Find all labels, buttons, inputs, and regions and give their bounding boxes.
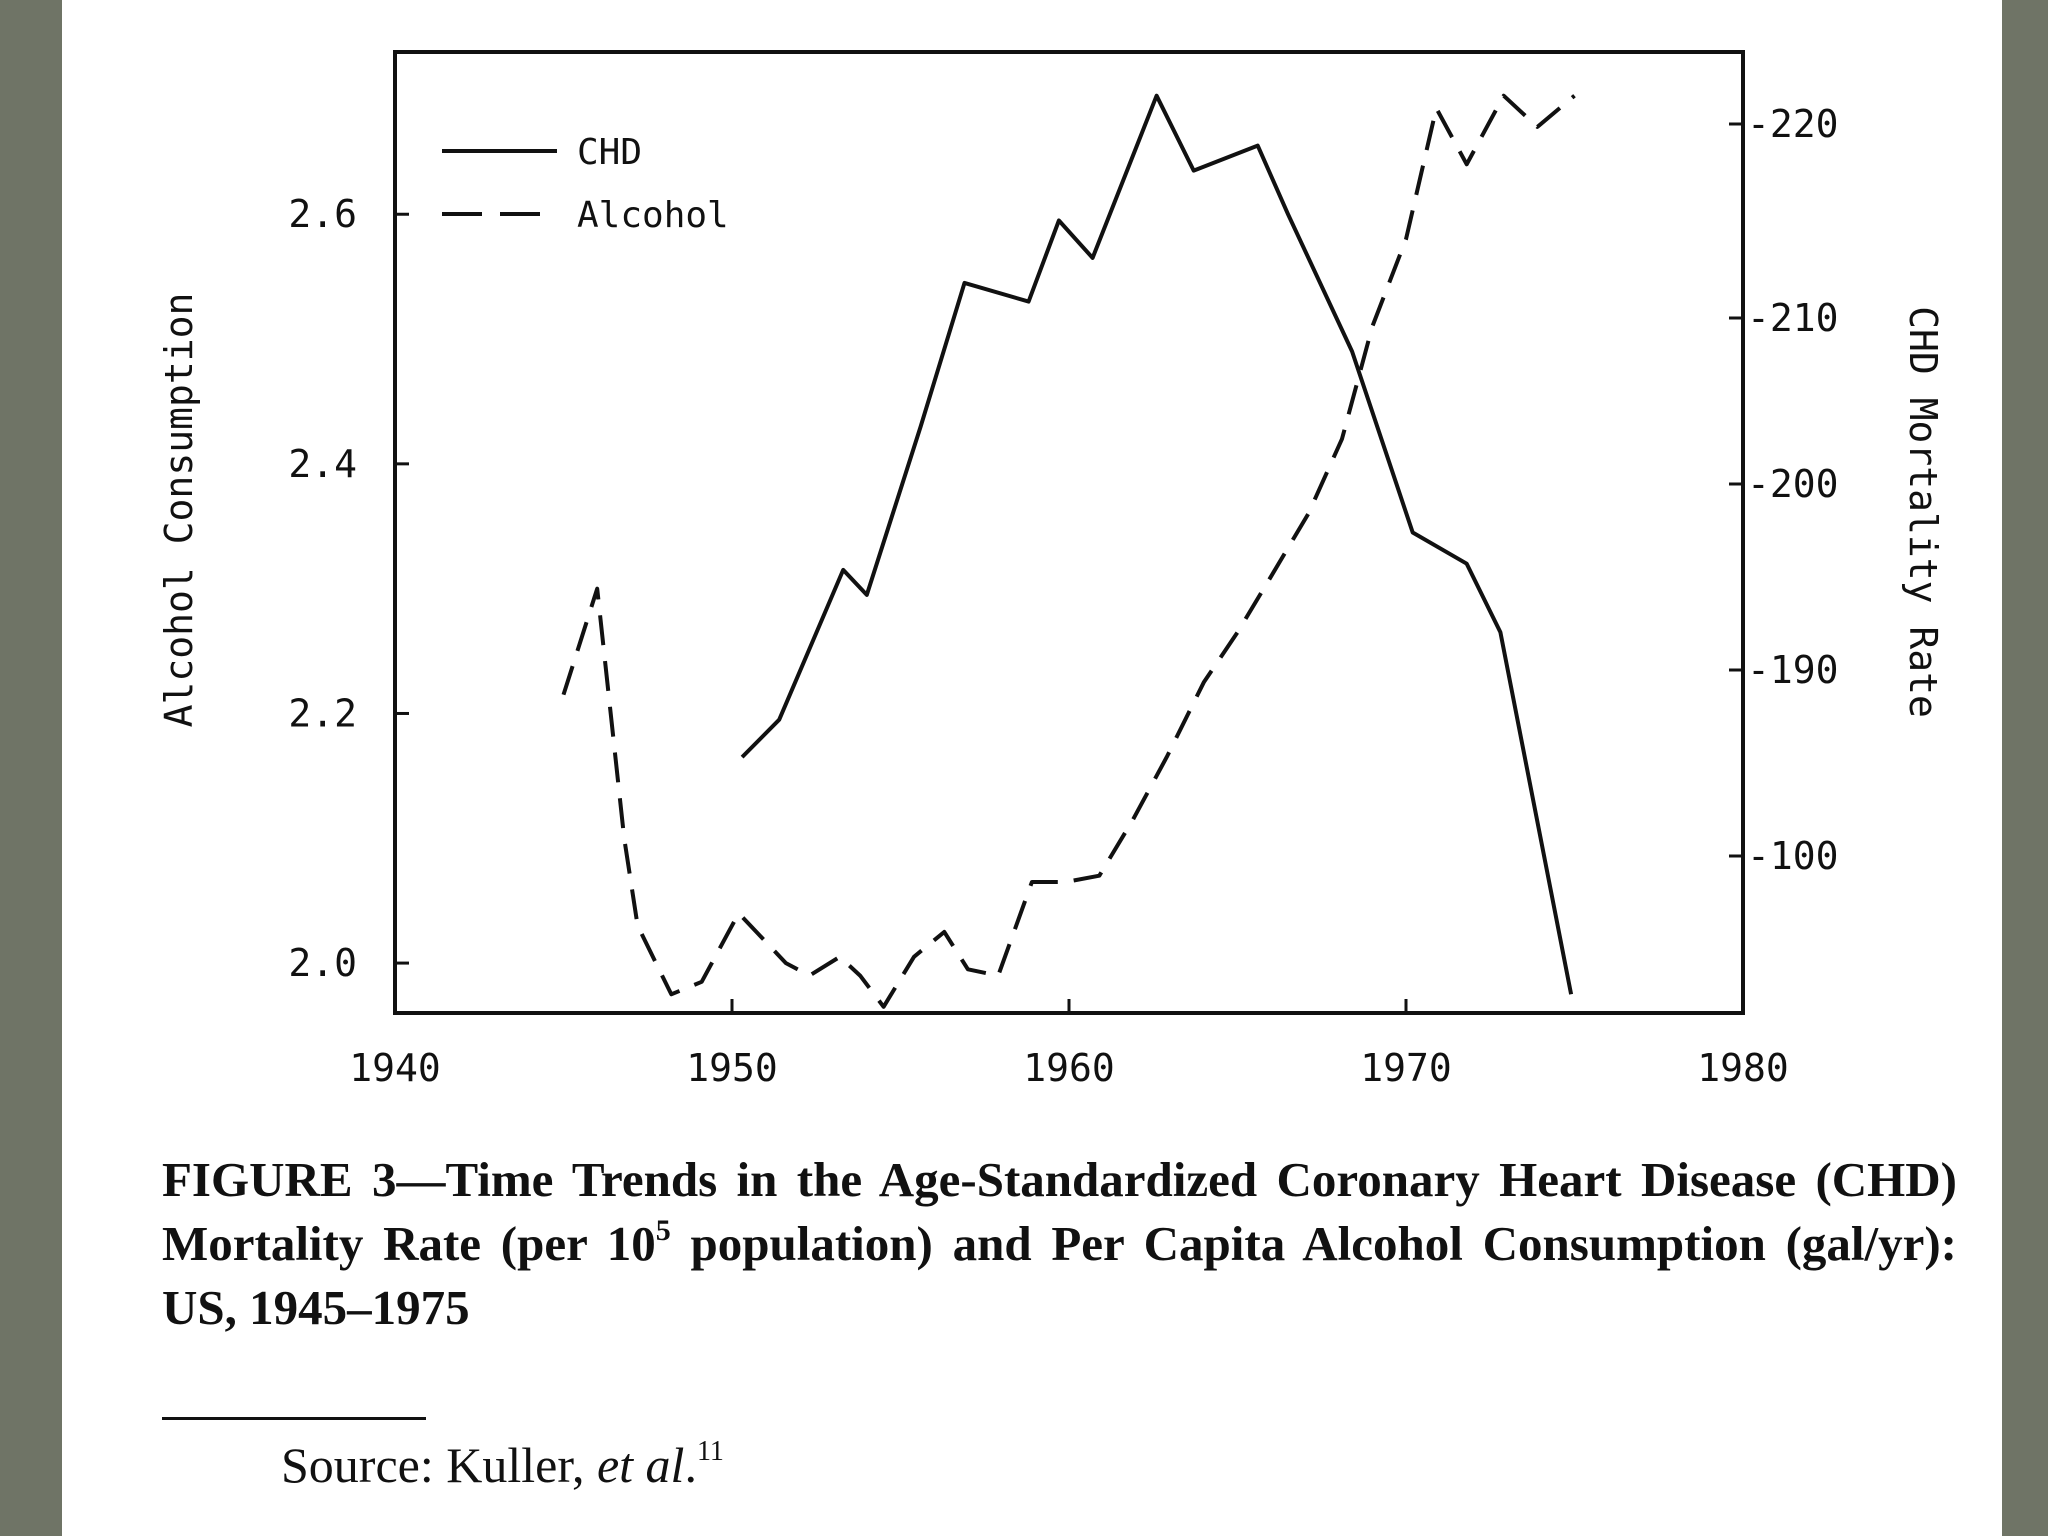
line-chart: 1940 1950 1960 1970 1980 2.0 2.2 2.4 2.6 -220 -210… xyxy=(157,50,1945,1090)
x-tick-label: 1960 xyxy=(1023,1046,1115,1090)
legend-label-alcohol: Alcohol xyxy=(577,195,729,236)
source-italic: et al xyxy=(596,1437,685,1493)
y-right-tick-label: -100 xyxy=(1747,834,1839,878)
y-right-tick-label: -220 xyxy=(1747,102,1839,146)
legend: CHD Alcohol xyxy=(442,132,729,236)
source-reference: 11 xyxy=(696,1436,724,1467)
source-tail: . xyxy=(684,1437,697,1493)
y-axis-right-label: CHD Mortality Rate xyxy=(1901,306,1945,718)
y-left-tick-label: 2.4 xyxy=(288,442,357,486)
figure-caption: FIGURE 3—Time Trends in the Age-Standard… xyxy=(162,1148,1957,1340)
source-citation: Source: Kuller, et al.11 xyxy=(281,1436,724,1494)
source-label: Source: Kuller, xyxy=(281,1437,597,1493)
y-left-tick-label: 2.0 xyxy=(288,941,357,985)
y-right-tick-label: -190 xyxy=(1747,648,1839,692)
x-tick-label: 1970 xyxy=(1360,1046,1452,1090)
x-tick-label: 1940 xyxy=(349,1046,441,1090)
y-axis-left-label: Alcohol Consumption xyxy=(157,293,201,728)
legend-label-chd: CHD xyxy=(577,132,642,173)
series-line-chd xyxy=(740,93,1574,995)
source-divider xyxy=(162,1417,426,1420)
caption-text-part2: population) and Per Capita Alcohol Consu… xyxy=(162,1216,1957,1335)
x-tick-label: 1950 xyxy=(686,1046,778,1090)
axis-ticks xyxy=(393,122,1745,1013)
series-layer xyxy=(561,93,1576,1009)
y-right-tick-label: -200 xyxy=(1747,462,1839,506)
slide-background xyxy=(62,0,2002,1536)
caption-superscript: 5 xyxy=(655,1214,671,1247)
y-right-tick-label: -210 xyxy=(1747,296,1839,340)
caption-text-part1: FIGURE 3—Time Trends in the Age-Standard… xyxy=(162,1152,1957,1271)
x-tick-label: 1980 xyxy=(1697,1046,1789,1090)
y-left-tick-label: 2.6 xyxy=(288,192,357,236)
y-left-tick-label: 2.2 xyxy=(288,691,357,735)
tick-labels: 1940 1950 1960 1970 1980 2.0 2.2 2.4 2.6 -220 -210… xyxy=(288,102,1838,1090)
series-line-alcohol xyxy=(561,93,1576,1009)
